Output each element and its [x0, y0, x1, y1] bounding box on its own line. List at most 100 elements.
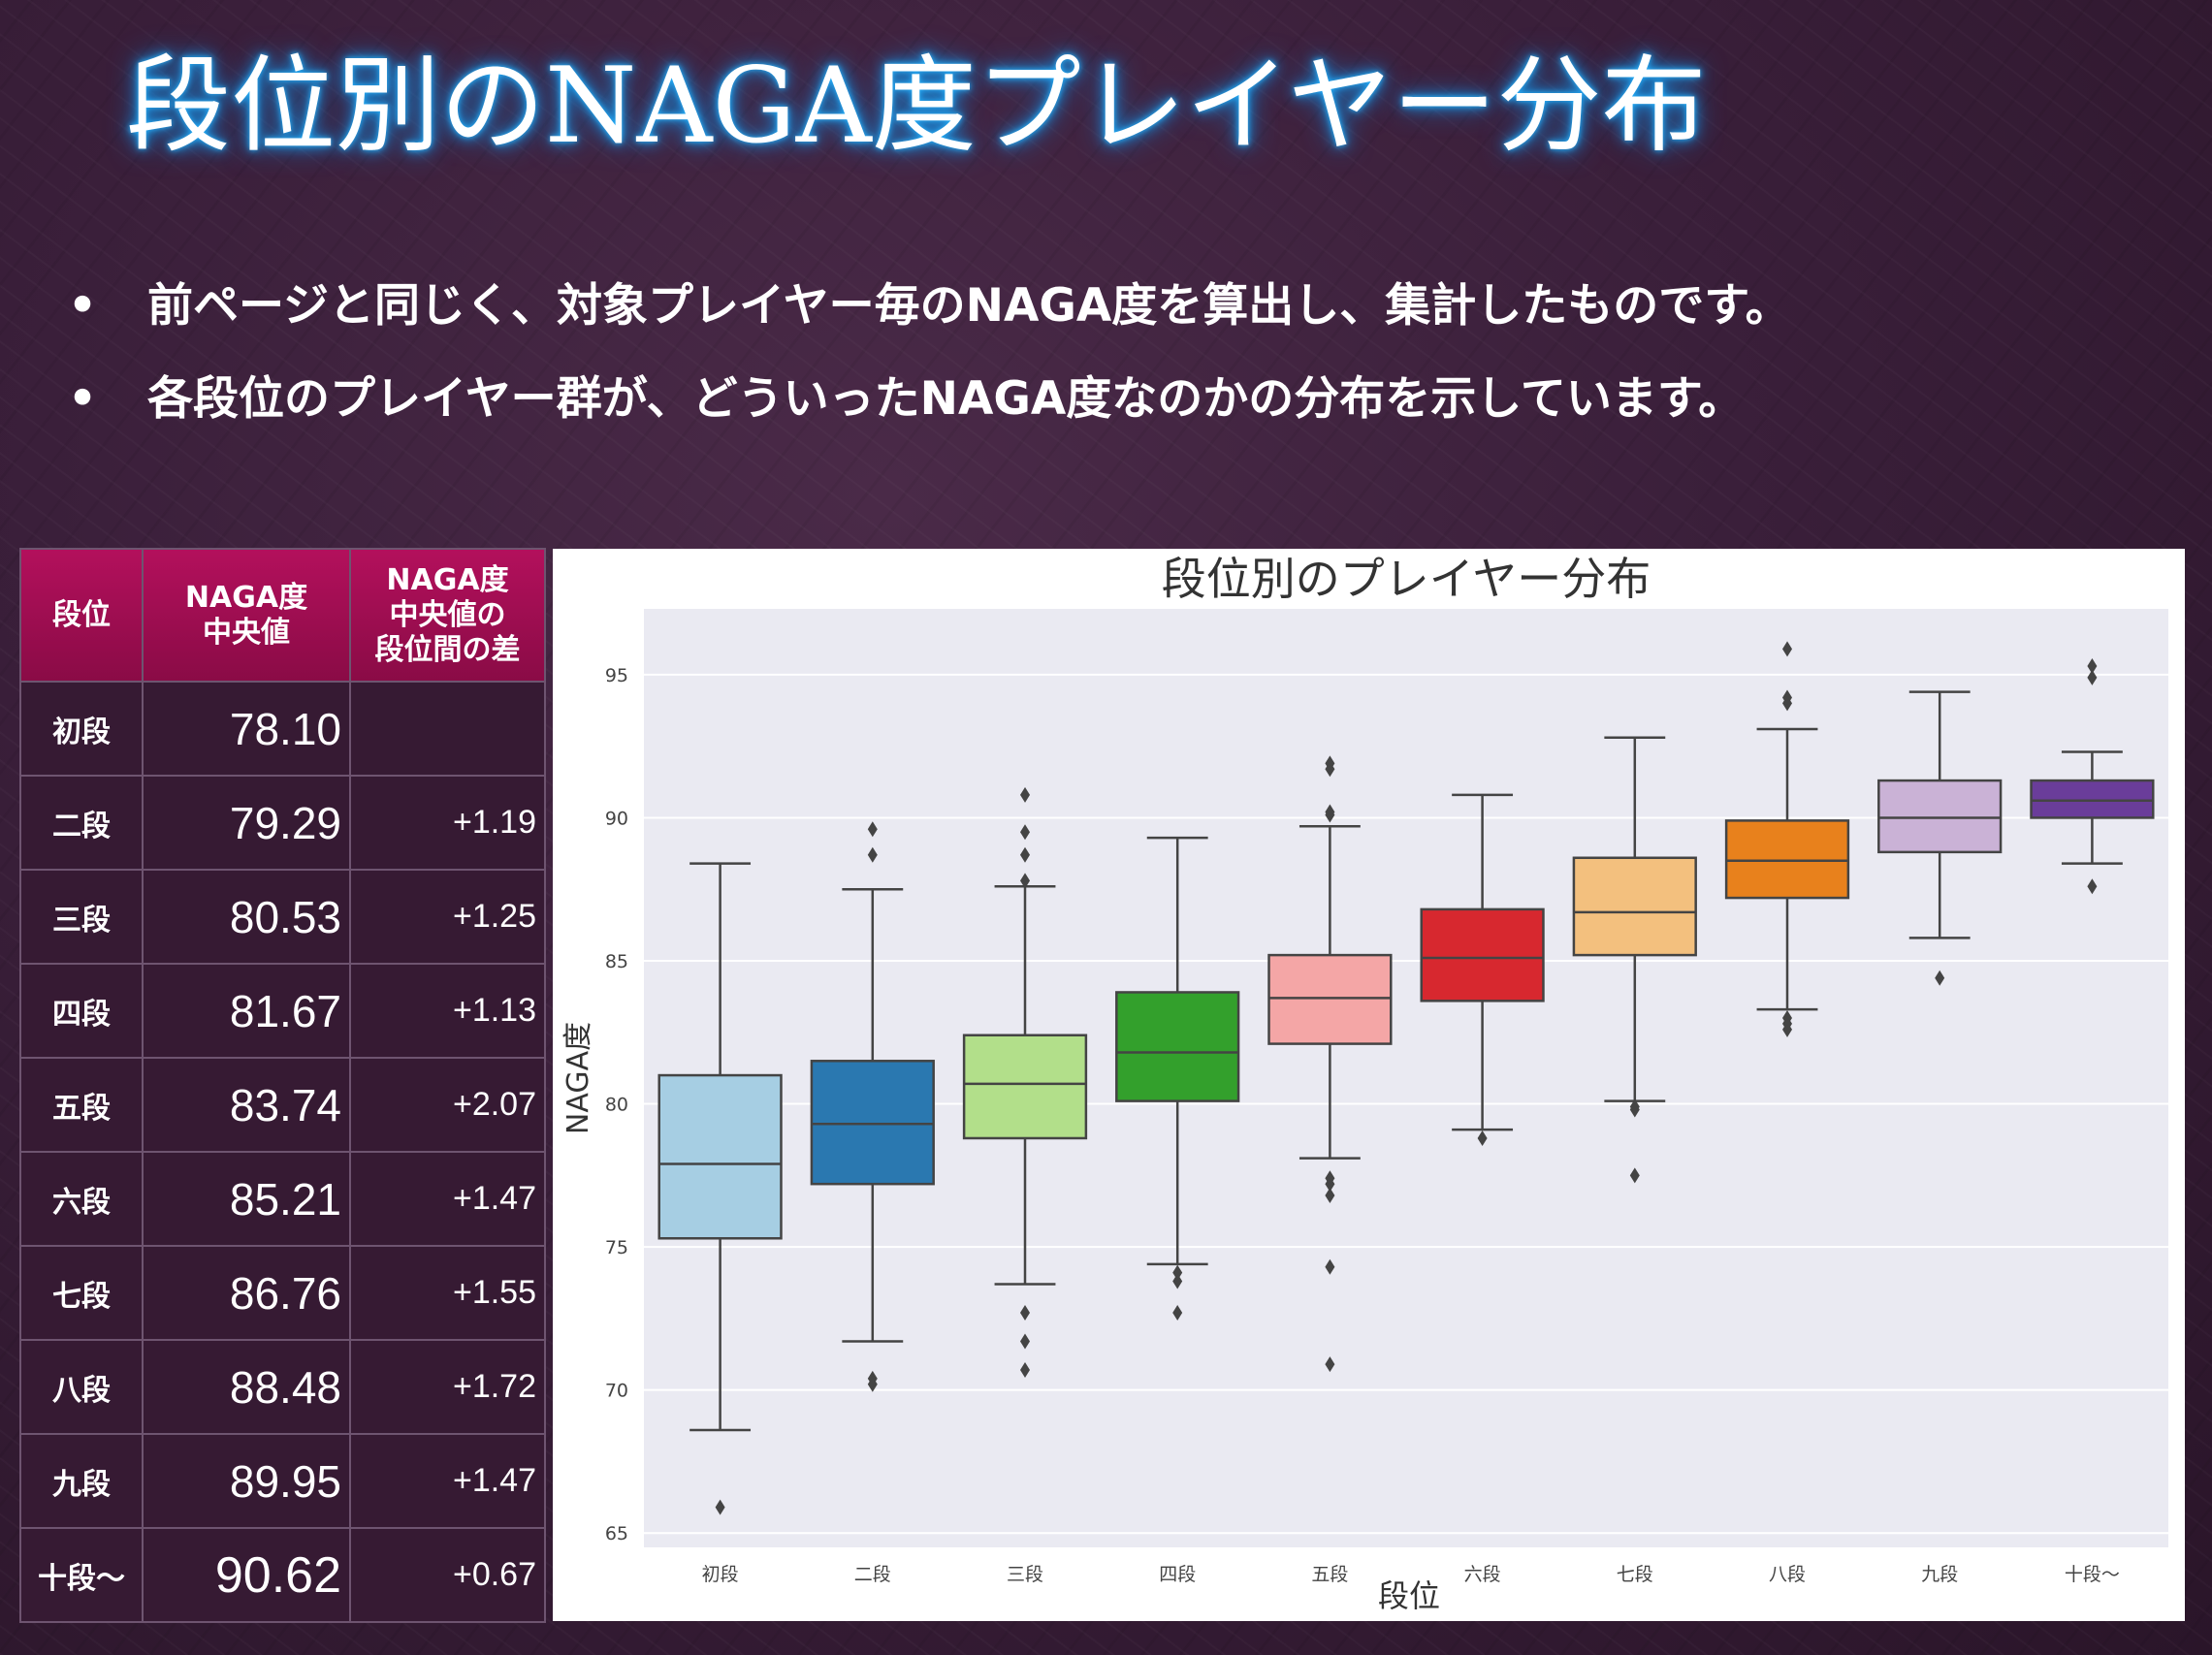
x-tick-labels: 初段 二段 三段 四段 五段 六段 七段 八段 九段 十段～ — [702, 1564, 2120, 1585]
outlier-point — [1477, 1130, 1488, 1146]
header-rank: 段位 — [19, 548, 144, 683]
rank-cell: 五段 — [19, 1057, 144, 1153]
box-group — [1724, 641, 1850, 1037]
outlier-point — [1020, 1362, 1030, 1379]
box-group — [1572, 736, 1697, 1184]
outlier-point — [1020, 824, 1030, 841]
table-row: 八段 88.48 +1.72 — [19, 1339, 546, 1435]
median-cell: 79.29 — [142, 775, 351, 871]
x-axis-label: 段位 — [1378, 1577, 1440, 1614]
table-row: 六段 85.21 +1.47 — [19, 1151, 546, 1247]
y-tick-label: 70 — [605, 1381, 628, 1402]
box — [1267, 953, 1393, 1045]
slide-title: 段位別のNAGA度プレイヤー分布 — [126, 46, 1707, 167]
diff-cell: +1.55 — [349, 1245, 546, 1341]
table-header-row: 段位 NAGA度 中央値 NAGA度 中央値の 段位間の差 — [19, 548, 546, 683]
y-tick-label: 85 — [605, 951, 628, 972]
diff-cell — [349, 681, 546, 777]
y-tick-label: 75 — [605, 1237, 628, 1258]
box — [1420, 907, 1545, 1003]
rank-cell: 二段 — [19, 775, 144, 871]
outlier-point — [1020, 786, 1030, 803]
median-cell: 81.67 — [142, 963, 351, 1059]
bullet-mark: • — [68, 279, 98, 333]
bullet-text: 前ページと同じく、対象プレイヤー毎のNAGA度を算出し、集計したものです。 — [147, 279, 1791, 333]
box — [810, 1060, 935, 1186]
bullet-list: • 前ページと同じく、対象プレイヤー毎のNAGA度を算出し、集計したものです。 … — [68, 260, 1791, 446]
header-diff-label: NAGA度 中央値の 段位間の差 — [374, 562, 521, 667]
table-row: 二段 79.29 +1.19 — [19, 775, 546, 871]
box — [1572, 856, 1697, 957]
x-tick-label: 四段 — [1159, 1564, 1196, 1585]
x-tick-label: 五段 — [1311, 1564, 1348, 1585]
box — [1724, 819, 1850, 900]
x-tick-label: 九段 — [1921, 1564, 1958, 1585]
y-tick-labels: 65 70 75 80 85 90 95 — [605, 665, 628, 1544]
chart-title: 段位別のプレイヤー分布 — [1162, 553, 1651, 605]
rank-cell: 八段 — [19, 1339, 144, 1435]
median-cell: 78.10 — [142, 681, 351, 777]
header-median: NAGA度 中央値 — [142, 548, 351, 683]
median-cell: 86.76 — [142, 1245, 351, 1341]
box-group — [657, 862, 783, 1515]
outlier-point — [2087, 878, 2098, 895]
x-tick-label: 三段 — [1007, 1564, 1043, 1585]
table-row: 初段 78.10 — [19, 681, 546, 777]
outlier-point — [1325, 1188, 1335, 1203]
median-table-container: 段位 NAGA度 中央値 NAGA度 中央値の 段位間の差 初段 78.10 二段… — [19, 548, 546, 1623]
rank-cell: 七段 — [19, 1245, 144, 1341]
box — [657, 1073, 783, 1240]
x-tick-label: 八段 — [1769, 1564, 1806, 1585]
diff-cell: +1.72 — [349, 1339, 546, 1435]
outlier-point — [1782, 641, 1792, 657]
box-group — [1267, 755, 1393, 1373]
table-row: 七段 86.76 +1.55 — [19, 1245, 546, 1341]
table-row: 四段 81.67 +1.13 — [19, 963, 546, 1059]
y-tick-label: 65 — [605, 1523, 628, 1544]
bullet-item: • 各段位のプレイヤー群が、どういったNAGA度なのかの分布を示しています。 — [68, 353, 1791, 446]
x-tick-label: 十段～ — [2065, 1564, 2120, 1585]
table-row: 三段 80.53 +1.25 — [19, 869, 546, 965]
box — [1115, 991, 1240, 1102]
x-tick-label: 初段 — [702, 1564, 739, 1585]
boxplot-panel: 65 70 75 80 85 90 95 初段 二段 三段 四段 五段 六段 七段 八段 九段 十段～ 段位別… — [553, 549, 2185, 1621]
box-group — [962, 786, 1088, 1379]
y-tick-label: 90 — [605, 808, 628, 829]
rank-cell: 六段 — [19, 1151, 144, 1247]
y-axis-label: NAGA度 — [561, 1022, 595, 1134]
outlier-point — [1325, 755, 1335, 772]
box-group — [1420, 793, 1545, 1146]
outlier-point — [1629, 1167, 1640, 1184]
outlier-point — [1325, 1258, 1335, 1275]
diff-cell: +1.25 — [349, 869, 546, 965]
box-group — [810, 821, 935, 1392]
x-tick-label: 六段 — [1464, 1564, 1501, 1585]
outlier-point — [715, 1499, 725, 1515]
box-group — [1115, 836, 1240, 1321]
outlier-point — [1782, 1010, 1792, 1027]
box — [1877, 779, 2003, 854]
median-table: 段位 NAGA度 中央値 NAGA度 中央値の 段位間の差 初段 78.10 二段… — [19, 548, 546, 1623]
diff-cell: +0.67 — [349, 1527, 546, 1623]
box — [2030, 779, 2155, 819]
outlier-point — [2087, 658, 2098, 675]
header-diff: NAGA度 中央値の 段位間の差 — [349, 548, 546, 683]
diff-cell: +1.19 — [349, 775, 546, 871]
median-cell: 80.53 — [142, 869, 351, 965]
y-tick-label: 80 — [605, 1095, 628, 1116]
outlier-point — [1935, 970, 1945, 986]
rank-cell: 九段 — [19, 1433, 144, 1529]
boxplot-chart: 65 70 75 80 85 90 95 初段 二段 三段 四段 五段 六段 七段 八段 九段 十段～ 段位別… — [561, 553, 2168, 1614]
outlier-point — [1172, 1264, 1183, 1281]
outlier-point — [2087, 669, 2098, 685]
outlier-point — [1020, 1305, 1030, 1321]
table-row: 九段 89.95 +1.47 — [19, 1433, 546, 1529]
outlier-point — [1325, 804, 1335, 820]
diff-cell: +1.13 — [349, 963, 546, 1059]
median-cell: 88.48 — [142, 1339, 351, 1435]
outlier-point — [1020, 873, 1030, 889]
boxes — [657, 641, 2155, 1515]
y-tick-label: 95 — [605, 665, 628, 686]
outlier-point — [1020, 846, 1030, 863]
outlier-point — [867, 821, 878, 838]
